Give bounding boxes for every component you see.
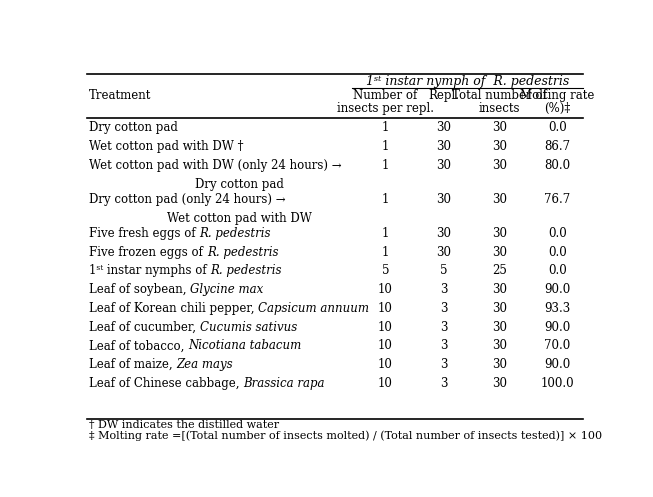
Text: Treatment: Treatment <box>89 89 151 102</box>
Text: 90.0: 90.0 <box>544 321 571 333</box>
Text: 1ˢᵗ instar nymph of  R. pedestris: 1ˢᵗ instar nymph of R. pedestris <box>366 75 569 87</box>
Text: 10: 10 <box>378 339 392 352</box>
Text: insects per repl.: insects per repl. <box>337 102 434 115</box>
Text: 93.3: 93.3 <box>544 302 571 315</box>
Text: 30: 30 <box>436 121 451 134</box>
Text: Dry cotton pad (only 24 hours) →: Dry cotton pad (only 24 hours) → <box>89 193 286 206</box>
Text: 30: 30 <box>492 121 507 134</box>
Text: 10: 10 <box>378 377 392 390</box>
Text: Total number of: Total number of <box>452 89 547 102</box>
Text: Five fresh eggs of: Five fresh eggs of <box>89 227 200 240</box>
Text: Wet cotton pad with DW: Wet cotton pad with DW <box>167 212 312 225</box>
Text: 30: 30 <box>436 227 451 240</box>
Text: 30: 30 <box>436 159 451 172</box>
Text: 30: 30 <box>492 246 507 258</box>
Text: 3: 3 <box>439 283 447 296</box>
Text: 100.0: 100.0 <box>541 377 574 390</box>
Text: Dry cotton pad: Dry cotton pad <box>195 177 284 190</box>
Text: Dry cotton pad: Dry cotton pad <box>89 121 178 134</box>
Text: 90.0: 90.0 <box>544 358 571 371</box>
Text: 30: 30 <box>492 321 507 333</box>
Text: 10: 10 <box>378 321 392 333</box>
Text: 0.0: 0.0 <box>548 246 567 258</box>
Text: 30: 30 <box>492 193 507 206</box>
Text: Five frozen eggs of: Five frozen eggs of <box>89 246 207 258</box>
Text: Glycine max: Glycine max <box>191 283 264 296</box>
Text: Molting rate: Molting rate <box>520 89 594 102</box>
Text: 90.0: 90.0 <box>544 283 571 296</box>
Text: 10: 10 <box>378 302 392 315</box>
Text: 3: 3 <box>439 377 447 390</box>
Text: Zea mays: Zea mays <box>176 358 233 371</box>
Text: Leaf of cucumber,: Leaf of cucumber, <box>89 321 200 333</box>
Text: 3: 3 <box>439 339 447 352</box>
Text: Brassica rapa: Brassica rapa <box>244 377 325 390</box>
Text: Leaf of Chinese cabbage,: Leaf of Chinese cabbage, <box>89 377 244 390</box>
Text: R. pedestris: R. pedestris <box>210 264 282 277</box>
Text: 76.7: 76.7 <box>544 193 571 206</box>
Text: 30: 30 <box>492 377 507 390</box>
Text: 70.0: 70.0 <box>544 339 571 352</box>
Text: Leaf of maize,: Leaf of maize, <box>89 358 176 371</box>
Text: 30: 30 <box>436 140 451 153</box>
Text: 5: 5 <box>381 264 389 277</box>
Text: 3: 3 <box>439 302 447 315</box>
Text: insects: insects <box>479 102 520 115</box>
Text: 0.0: 0.0 <box>548 264 567 277</box>
Text: 1: 1 <box>381 121 389 134</box>
Text: 10: 10 <box>378 358 392 371</box>
Text: 3: 3 <box>439 321 447 333</box>
Text: 1: 1 <box>381 159 389 172</box>
Text: 0.0: 0.0 <box>548 121 567 134</box>
Text: Repl.: Repl. <box>428 89 459 102</box>
Text: 30: 30 <box>492 358 507 371</box>
Text: 30: 30 <box>436 193 451 206</box>
Text: 30: 30 <box>492 227 507 240</box>
Text: Leaf of soybean,: Leaf of soybean, <box>89 283 191 296</box>
Text: 5: 5 <box>439 264 447 277</box>
Text: (%)‡: (%)‡ <box>544 102 571 115</box>
Text: † DW indicates the distilled water: † DW indicates the distilled water <box>89 420 279 430</box>
Text: Cucumis sativus: Cucumis sativus <box>200 321 297 333</box>
Text: Leaf of tobacco,: Leaf of tobacco, <box>89 339 188 352</box>
Text: 1: 1 <box>381 246 389 258</box>
Text: 1: 1 <box>381 227 389 240</box>
Text: 30: 30 <box>492 140 507 153</box>
Text: 30: 30 <box>492 302 507 315</box>
Text: Nicotiana tabacum: Nicotiana tabacum <box>188 339 302 352</box>
Text: 1: 1 <box>381 193 389 206</box>
Text: 3: 3 <box>439 358 447 371</box>
Text: 1ˢᵗ instar nymphs of: 1ˢᵗ instar nymphs of <box>89 264 210 277</box>
Text: Wet cotton pad with DW †: Wet cotton pad with DW † <box>89 140 244 153</box>
Text: 30: 30 <box>492 159 507 172</box>
Text: 30: 30 <box>436 246 451 258</box>
Text: 0.0: 0.0 <box>548 227 567 240</box>
Text: Wet cotton pad with DW (only 24 hours) →: Wet cotton pad with DW (only 24 hours) → <box>89 159 342 172</box>
Text: Capsicum annuum: Capsicum annuum <box>259 302 370 315</box>
Text: Number of: Number of <box>353 89 417 102</box>
Text: R. pedestris: R. pedestris <box>200 227 271 240</box>
Text: ‡ Molting rate =[(Total number of insects molted) / (Total number of insects tes: ‡ Molting rate =[(Total number of insect… <box>89 430 602 441</box>
Text: 80.0: 80.0 <box>544 159 571 172</box>
Text: 25: 25 <box>492 264 507 277</box>
Text: 1: 1 <box>381 140 389 153</box>
Text: R. pedestris: R. pedestris <box>207 246 278 258</box>
Text: 30: 30 <box>492 339 507 352</box>
Text: 30: 30 <box>492 283 507 296</box>
Text: 86.7: 86.7 <box>544 140 571 153</box>
Text: 10: 10 <box>378 283 392 296</box>
Text: Leaf of Korean chili pepper,: Leaf of Korean chili pepper, <box>89 302 259 315</box>
